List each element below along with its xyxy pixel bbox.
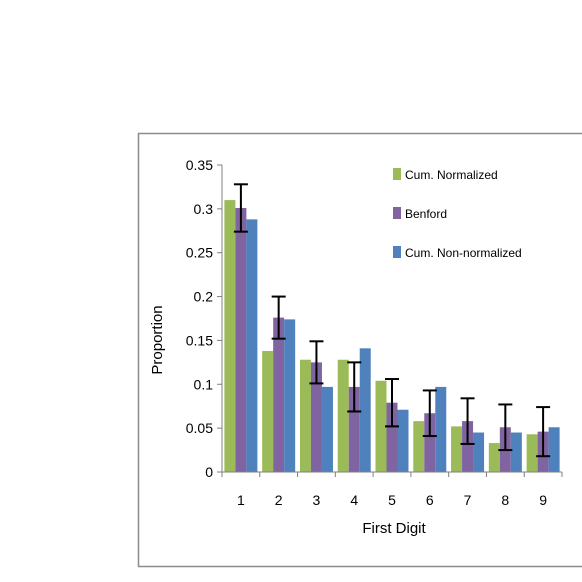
bar-benford-6 <box>424 413 436 472</box>
y-ticks-layer: 0 0.05 0.1 0.15 0.2 0.25 0.3 0.35 <box>186 157 222 480</box>
x-ticks-layer: 1 2 3 4 5 6 7 8 9 <box>221 472 563 508</box>
legend-swatch <box>393 168 401 180</box>
bar-benford-3 <box>310 362 322 472</box>
y-axis-title: Proportion <box>149 305 166 374</box>
bar-cum-normalized-7 <box>451 426 463 472</box>
bar-cum-non-normalized-7 <box>473 432 485 472</box>
y-tick-label: 0.2 <box>194 289 214 305</box>
bar-cum-normalized-2 <box>262 350 274 472</box>
x-tick-label: 8 <box>501 492 509 508</box>
bar-cum-normalized-9 <box>526 434 538 472</box>
legend-label: Cum. Normalized <box>405 168 498 182</box>
bar-cum-normalized-8 <box>488 443 500 472</box>
bar-cum-non-normalized-9 <box>548 427 560 472</box>
bar-cum-non-normalized-1 <box>246 219 258 472</box>
x-tick-label: 5 <box>388 492 396 508</box>
x-tick-label: 9 <box>539 492 547 508</box>
y-tick-label: 0.15 <box>186 332 213 348</box>
axes-layer <box>221 165 562 473</box>
y-tick-label: 0.3 <box>194 201 214 217</box>
legend-swatch <box>393 207 401 219</box>
bar-benford-2 <box>273 317 285 472</box>
bar-benford-5 <box>386 402 398 472</box>
x-tick-label: 2 <box>275 492 283 508</box>
x-tick-label: 7 <box>464 492 472 508</box>
bar-cum-non-normalized-8 <box>510 432 522 472</box>
legend: Cum. Normalized Benford Cum. Non-normalize… <box>393 168 522 260</box>
x-tick-label: 4 <box>350 492 358 508</box>
y-tick-label: 0.35 <box>186 157 213 173</box>
bar-cum-non-normalized-2 <box>284 319 296 472</box>
y-tick-label: 0.1 <box>194 376 214 392</box>
legend-label: Benford <box>405 207 447 221</box>
y-tick-label: 0.25 <box>186 245 213 261</box>
bar-cum-normalized-4 <box>337 359 349 472</box>
error-bars-layer <box>233 183 551 458</box>
bar-cum-non-normalized-5 <box>397 409 409 472</box>
legend-swatch <box>393 246 401 258</box>
bar-cum-non-normalized-3 <box>321 386 333 472</box>
x-tick-label: 1 <box>237 492 245 508</box>
bar-benford-4 <box>348 386 360 472</box>
bar-cum-normalized-6 <box>413 421 425 472</box>
bar-cum-normalized-1 <box>224 200 236 473</box>
bar-benford-7 <box>462 421 474 472</box>
bar-cum-non-normalized-4 <box>359 348 371 472</box>
bar-cum-normalized-5 <box>375 380 387 472</box>
x-tick-label: 6 <box>426 492 434 508</box>
bar-benford-1 <box>235 207 247 473</box>
y-tick-label: 0 <box>205 464 213 480</box>
y-tick-label: 0.05 <box>186 420 213 436</box>
bar-cum-non-normalized-6 <box>435 386 447 472</box>
bar-cum-normalized-3 <box>299 359 311 472</box>
x-axis-title: First Digit <box>362 520 426 537</box>
legend-label: Cum. Non-normalized <box>405 246 522 260</box>
x-tick-label: 3 <box>313 492 321 508</box>
